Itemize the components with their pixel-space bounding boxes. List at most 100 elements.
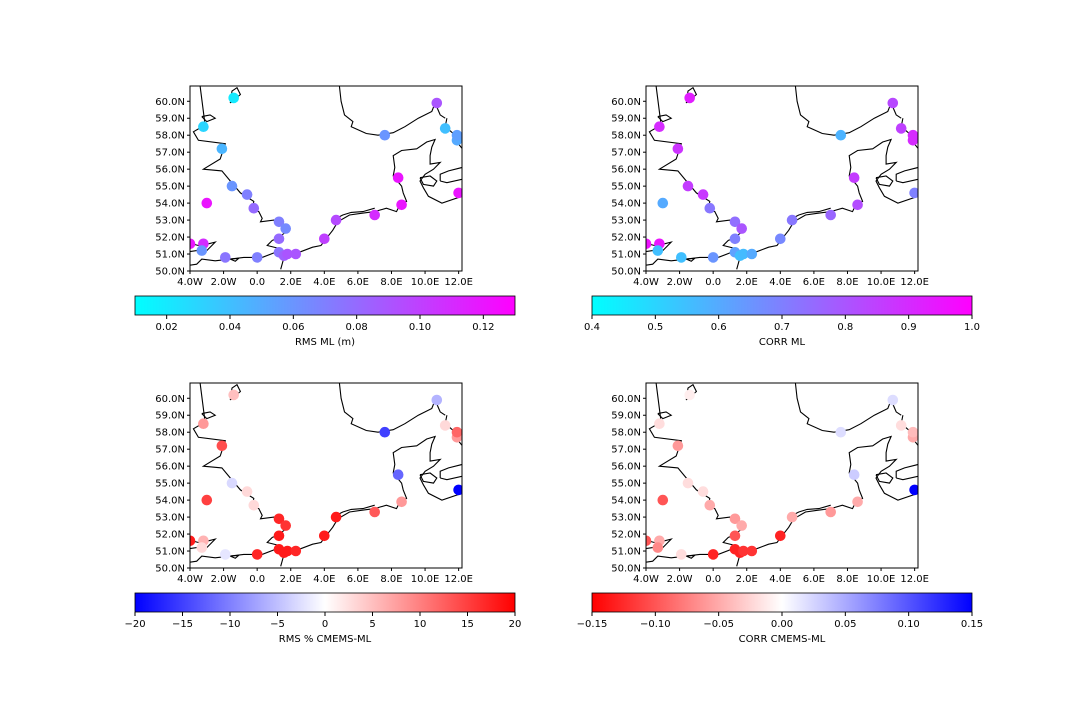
station-marker [227, 181, 238, 192]
colorbar-tick-label: −0.05 [703, 619, 734, 630]
station-marker [730, 531, 741, 542]
lon-tick-label: 12.0E [444, 277, 473, 288]
coastline [440, 465, 469, 480]
coastline-group [641, 86, 930, 269]
lat-tick-label: 56.0N [155, 165, 185, 176]
station-marker [291, 546, 302, 557]
lon-tick-label: 10.0E [411, 277, 440, 288]
station-marker [698, 486, 709, 497]
station-marker [775, 531, 786, 542]
station-marker [217, 441, 228, 452]
colorbar-tick-label: −0.10 [640, 619, 671, 630]
station-marker [452, 130, 463, 141]
lat-tick-label: 51.0N [155, 250, 185, 261]
map-panel-corr-diff: 50.0N51.0N52.0N53.0N54.0N55.0N56.0N57.0N… [611, 383, 930, 585]
colorbar-tick-label: −20 [124, 619, 145, 630]
lat-tick-label: 56.0N [155, 462, 185, 473]
station-marker [202, 198, 213, 209]
coastline [795, 86, 901, 135]
lat-tick-label: 53.0N [611, 513, 641, 524]
coastline-group [185, 383, 474, 566]
colorbar-label: RMS ML (m) [295, 337, 355, 348]
station-marker [393, 469, 404, 480]
map-panel-rms-diff: 50.0N 51.0N 52.0N 53.0N 54.0N 55.0N 56.0N 57.0N… [155, 383, 474, 585]
station-marker [684, 93, 695, 104]
station-marker [274, 234, 285, 245]
station-marker [708, 549, 719, 560]
lon-tick-label: 4.0W [633, 574, 659, 585]
lon-tick-label: 12.0E [900, 574, 929, 585]
station-marker [676, 549, 687, 560]
station-marker [888, 395, 899, 406]
colorbar-tick-label: 1.0 [964, 322, 980, 333]
lon-tick-label: 0.0 [249, 574, 265, 585]
station-marker [291, 249, 302, 260]
station-marker [896, 420, 907, 431]
colorbar-corr-ml: 0.4 0.5 0.6 0.7 0.8 0.9 1.0CORR ML [584, 296, 980, 348]
colorbar-tick-label: 0.7 [774, 322, 790, 333]
coastline [185, 86, 286, 266]
colorbar-tick-label: −0.15 [577, 619, 608, 630]
coastline [420, 473, 437, 483]
lon-tick-label: 12.0E [900, 277, 929, 288]
lat-tick-label: 54.0N [611, 496, 641, 507]
colorbar-corr-diff: −0.15 −0.10 −0.05 0.00 0.05 0.10 0.15 CORR CMEM… [577, 593, 983, 645]
lat-tick-label: 55.0N [611, 479, 641, 490]
station-marker [380, 427, 391, 438]
coastline [737, 437, 918, 567]
lon-tick-label: 4.0E [769, 574, 791, 585]
colorbar-tick-label: 15 [461, 619, 474, 630]
lon-tick-label: 4.0E [769, 277, 791, 288]
coastline [792, 208, 831, 218]
station-marker [280, 223, 291, 234]
colorbar-tick-label: 0.10 [409, 322, 431, 333]
coastline [202, 412, 215, 419]
station-marker [908, 130, 919, 141]
lon-tick-label: 2.0E [280, 277, 302, 288]
station-marker [825, 210, 836, 221]
station-marker [836, 130, 847, 141]
station-marker [220, 252, 231, 263]
lon-tick-label: 6.0E [803, 574, 825, 585]
lon-tick-label: 0.0 [249, 277, 265, 288]
coastline [641, 86, 742, 266]
lon-tick-label: 8.0E [380, 574, 402, 585]
lat-tick-label: 52.0N [155, 530, 185, 541]
lon-tick-label: 0.0 [705, 277, 721, 288]
station-marker [396, 200, 407, 211]
lat-tick-label: 55.0N [155, 479, 185, 490]
station-marker [654, 418, 665, 429]
lat-tick-label: 59.0N [155, 114, 185, 125]
station-marker [197, 542, 208, 553]
colorbar-tick-label: 0.05 [834, 619, 856, 630]
station-marker [242, 486, 253, 497]
station-marker [736, 520, 747, 531]
station-marker [896, 123, 907, 134]
station-marker [705, 500, 716, 511]
station-marker [440, 123, 451, 134]
lat-tick-label: 58.0N [611, 131, 641, 142]
coastline [202, 115, 215, 122]
lat-tick-label: 57.0N [155, 148, 185, 159]
lon-tick-label: 2.0E [280, 574, 302, 585]
colorbar-rms-ml: 0.02 0.04 0.06 0.08 0.10 0.12RMS ML (m) [135, 296, 515, 348]
lon-tick-label: 2.0W [211, 277, 237, 288]
lat-tick-label: 56.0N [611, 462, 641, 473]
lon-tick-label: 4.0W [633, 277, 659, 288]
colorbar-gradient [135, 593, 515, 612]
coastline [336, 208, 375, 218]
lat-tick-label: 58.0N [155, 131, 185, 142]
station-marker [658, 198, 669, 209]
lon-tick-label: 2.0E [736, 574, 758, 585]
coastline [641, 383, 742, 563]
lon-tick-label: 8.0E [836, 277, 858, 288]
coastline [440, 168, 469, 183]
lon-tick-label: 12.0E [444, 574, 473, 585]
colorbar-label: CORR CMEMS-ML [739, 634, 826, 645]
station-marker [249, 500, 260, 511]
colorbar-gradient [135, 296, 515, 315]
station-marker [440, 420, 451, 431]
station-marker [852, 200, 863, 211]
station-marker [369, 507, 380, 518]
station-marker [836, 427, 847, 438]
